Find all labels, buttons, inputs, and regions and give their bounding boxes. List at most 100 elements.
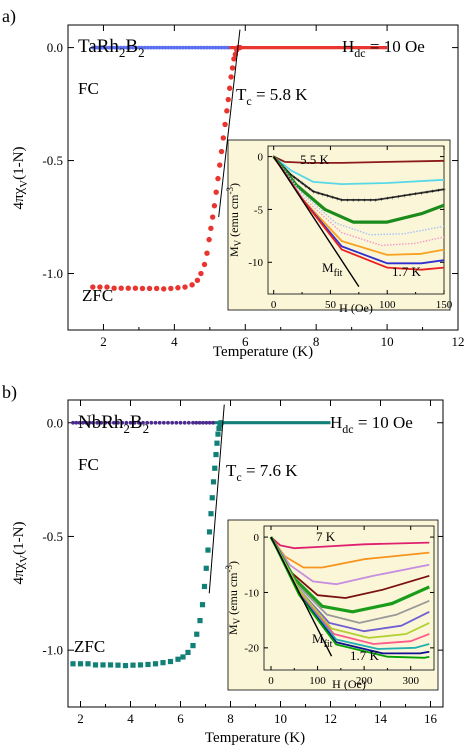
- fc-point: [184, 45, 189, 50]
- inset-data-a: +++++++++++++++++++++++++++++++++++++: [272, 153, 446, 287]
- zfc-point: [201, 583, 208, 590]
- inset-curve: [273, 155, 445, 201]
- zfc-point: [104, 284, 110, 290]
- fc-point: [107, 45, 112, 50]
- fc-point: [132, 420, 137, 425]
- fc-point: [193, 45, 197, 50]
- x-tick-label: 100: [309, 675, 326, 687]
- zfc-point: [204, 250, 210, 256]
- inset-marker: +: [300, 180, 304, 188]
- fc-point: [153, 420, 158, 425]
- y-tick-label: -20: [244, 643, 259, 655]
- fc-point: [91, 420, 95, 425]
- x-axis-label-b: Temperature (K): [205, 730, 305, 746]
- inset-marker: +: [374, 196, 378, 204]
- field-label-a: Hdc = 10 Oe: [342, 37, 425, 60]
- y-tick-label: -0.5: [42, 153, 63, 168]
- fc-point: [103, 420, 108, 425]
- inset-marker: +: [321, 191, 325, 199]
- fc-point: [104, 45, 109, 50]
- fc-point: [134, 45, 138, 50]
- inset-marker: +: [296, 177, 300, 185]
- inset-marker: +: [380, 196, 384, 204]
- zfc-point: [203, 565, 209, 571]
- zfc-point: [153, 285, 160, 292]
- zfc-point: [206, 236, 212, 243]
- zfc-point: [182, 284, 188, 290]
- fc-point: [202, 45, 206, 50]
- fc-point: [128, 45, 132, 50]
- fc-point: [211, 420, 215, 425]
- fc-point: [170, 420, 175, 425]
- fc-point: [216, 45, 221, 50]
- inset-data-b: [269, 536, 430, 659]
- panel-a: a) 2 4 6 8 10 12 0.0 -0.5 -1.0 TaRh2B2 Hdc = 10 …: [2, 6, 465, 360]
- fc-point: [107, 420, 112, 425]
- inset-y-label-a: MV (emu cm-3): [225, 183, 243, 257]
- zfc-point: [130, 662, 136, 668]
- zfc-point: [175, 285, 181, 291]
- fc-point: [119, 45, 124, 50]
- zfc-point: [194, 277, 201, 283]
- fc-point: [204, 45, 209, 50]
- inset-marker: +: [419, 189, 423, 197]
- zfc-point: [180, 654, 186, 660]
- fc-point: [196, 45, 200, 50]
- zfc-point: [107, 662, 114, 668]
- inset-marker: +: [357, 196, 361, 204]
- zfc-point: [229, 65, 236, 71]
- zfc-point: [161, 286, 167, 292]
- zfc-point: [145, 661, 151, 668]
- zfc-point: [231, 56, 237, 62]
- zfc-point: [100, 662, 106, 668]
- y-tick-label: 0: [258, 151, 264, 163]
- zfc-point: [189, 282, 195, 288]
- inset-marker: +: [368, 196, 372, 204]
- x-tick-label: 6: [242, 334, 249, 349]
- fc-point: [122, 45, 127, 50]
- zfc-point: [213, 189, 219, 195]
- fc-point: [172, 45, 177, 50]
- inset-fit-label-b: Mfit: [312, 631, 333, 650]
- fc-point: [201, 420, 205, 425]
- fc-point: [124, 420, 129, 425]
- fc-point: [101, 45, 106, 50]
- inset-marker: +: [326, 192, 330, 200]
- zfc-point: [208, 511, 214, 517]
- inset-x-label-b: H (Oe): [332, 677, 366, 691]
- fc-point: [204, 420, 209, 425]
- zfc-point: [137, 662, 144, 668]
- fc-point: [110, 45, 115, 50]
- zfc-label-a: ZFC: [82, 286, 113, 305]
- inset-frame-a: [267, 145, 445, 295]
- fc-point: [175, 45, 180, 50]
- inset-marker: +: [391, 194, 395, 202]
- inset-ticks-a: 0 50 100 150 0 -5 -10: [248, 146, 453, 311]
- zfc-point: [213, 451, 219, 458]
- y-tick-label: -1.0: [42, 266, 63, 281]
- zfc-point: [218, 420, 224, 426]
- x-tick-label: 0: [271, 299, 277, 311]
- zfc-point: [122, 663, 129, 669]
- fc-point: [113, 45, 118, 50]
- x-tick-label: 8: [227, 711, 234, 726]
- fc-point: [157, 420, 162, 425]
- fc-point: [197, 420, 202, 425]
- x-tick-label: 50: [325, 299, 337, 311]
- x-axis-label-a: Temperature (K): [213, 344, 313, 360]
- y-axis-label-a: 4πχV(1-N): [11, 146, 30, 209]
- fc-point: [166, 45, 171, 50]
- fc-point: [194, 420, 199, 425]
- fc-point: [207, 45, 212, 50]
- zfc-point: [167, 658, 174, 665]
- zfc-point: [185, 649, 191, 656]
- y-tick-label: 0.0: [47, 415, 63, 430]
- zfc-point: [118, 285, 124, 291]
- zfc-point: [115, 662, 121, 668]
- panel-b: b) 2 4 6 8 10 12 14 16 0.0 -0.5 -1.0 NbRh2B2 Hdc =…: [2, 382, 444, 746]
- fc-point: [225, 45, 230, 50]
- fc-point: [120, 420, 125, 425]
- zfc-point: [197, 617, 203, 624]
- fc-point: [151, 45, 156, 50]
- y-tick-label: 0.0: [47, 40, 63, 55]
